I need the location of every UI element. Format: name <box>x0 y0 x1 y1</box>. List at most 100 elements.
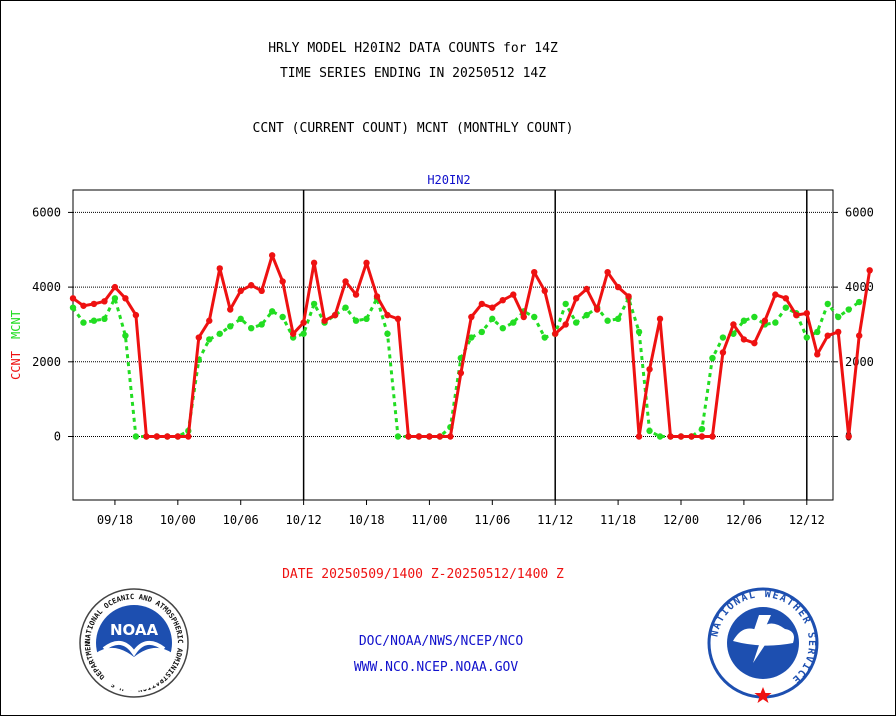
y-tick-label: 6000 <box>32 205 61 219</box>
data-point-ccnt <box>698 433 706 440</box>
data-point-mcnt <box>656 433 664 440</box>
data-point-ccnt <box>164 433 171 440</box>
data-point-ccnt <box>111 283 119 291</box>
data-point-ccnt <box>866 267 873 274</box>
data-point-ccnt <box>206 317 213 324</box>
data-point-ccnt <box>457 369 465 377</box>
data-point-ccnt <box>331 311 339 319</box>
data-point-mcnt <box>583 311 590 319</box>
data-point-ccnt <box>426 433 433 440</box>
data-point-ccnt <box>499 296 506 304</box>
data-point-mcnt <box>111 295 119 302</box>
data-point-mcnt <box>227 323 234 330</box>
data-point-ccnt <box>321 317 328 324</box>
data-point-ccnt <box>688 433 695 440</box>
x-tick-label: 09/18 <box>97 513 133 527</box>
data-point-ccnt <box>195 334 202 341</box>
data-point-ccnt <box>310 259 318 267</box>
data-point-ccnt <box>122 295 129 302</box>
nws-logo: NATIONAL WEATHER SERVICE <box>707 587 819 703</box>
data-point-ccnt <box>300 319 307 326</box>
data-point-mcnt <box>803 334 810 341</box>
series-layer <box>69 252 873 440</box>
x-tick-label: 11/06 <box>474 513 510 527</box>
data-point-ccnt <box>772 291 779 298</box>
data-point-ccnt <box>835 328 842 336</box>
y-tick-label: 4000 <box>32 280 61 294</box>
data-point-ccnt <box>185 433 192 440</box>
data-point-ccnt <box>227 306 234 313</box>
y-tick-label-right: 4000 <box>845 280 874 294</box>
nws-lightning-icon <box>751 615 773 663</box>
data-point-ccnt <box>845 433 852 440</box>
data-point-mcnt <box>300 330 307 337</box>
data-point-ccnt <box>541 287 548 295</box>
data-point-ccnt <box>468 313 475 321</box>
chart-title-line2: TIME SERIES ENDING IN 20250512 14Z <box>280 66 546 81</box>
data-point-mcnt <box>751 313 758 321</box>
data-point-ccnt <box>289 330 297 337</box>
data-point-ccnt <box>751 339 758 347</box>
data-point-ccnt <box>447 433 454 440</box>
data-point-ccnt <box>279 278 286 285</box>
data-point-mcnt <box>562 300 569 308</box>
data-point-mcnt <box>310 300 318 308</box>
data-point-mcnt <box>572 319 580 326</box>
data-point-ccnt <box>520 313 527 321</box>
series-line-ccnt <box>72 253 872 438</box>
data-point-mcnt <box>835 313 842 321</box>
y-axis-label-mcnt: MCNT <box>9 310 23 339</box>
x-tick-label: 12/00 <box>663 513 699 527</box>
x-tick-label: 10/06 <box>223 513 259 527</box>
data-point-ccnt <box>646 366 653 373</box>
data-point-ccnt <box>604 268 611 276</box>
data-point-mcnt <box>352 317 360 324</box>
data-point-ccnt <box>730 321 737 328</box>
data-point-ccnt <box>384 311 391 319</box>
y-axis-label-ccnt: CCNT <box>9 351 23 380</box>
y-tick-label: 0 <box>54 430 61 444</box>
data-point-ccnt <box>552 330 559 337</box>
data-point-ccnt <box>478 300 486 308</box>
data-point-mcnt <box>510 319 517 326</box>
data-point-mcnt <box>394 433 402 440</box>
data-point-mcnt <box>206 336 213 343</box>
data-point-ccnt <box>614 283 622 291</box>
data-point-ccnt <box>510 291 517 298</box>
x-tick-label: 11/00 <box>411 513 447 527</box>
data-point-ccnt <box>782 295 790 302</box>
data-point-mcnt <box>824 300 831 308</box>
data-point-mcnt <box>740 317 748 324</box>
data-point-mcnt <box>384 330 391 337</box>
data-point-mcnt <box>216 330 223 337</box>
data-point-mcnt <box>709 354 716 362</box>
data-point-mcnt <box>635 328 643 336</box>
data-point-ccnt <box>363 259 370 267</box>
data-point-ccnt <box>562 321 569 328</box>
data-point-ccnt <box>373 293 381 300</box>
data-point-ccnt <box>856 332 863 339</box>
data-point-mcnt <box>499 324 506 332</box>
x-tick-label: 12/12 <box>789 513 825 527</box>
data-point-mcnt <box>698 425 706 433</box>
data-point-mcnt <box>80 319 87 326</box>
data-point-ccnt <box>740 336 748 343</box>
chart-title-line1: HRLY MODEL H20IN2 DATA COUNTS for 14Z <box>268 41 558 56</box>
data-point-mcnt <box>541 334 548 341</box>
data-point-ccnt <box>824 332 831 339</box>
data-point-ccnt <box>489 304 496 311</box>
data-point-ccnt <box>153 433 161 440</box>
doc-noaa-link[interactable]: DOC/NOAA/NWS/NCEP/NCO <box>359 634 524 649</box>
nco-website-link[interactable]: WWW.NCO.NCEP.NOAA.GOV <box>354 660 519 675</box>
data-point-mcnt <box>248 324 255 332</box>
data-point-ccnt <box>593 306 601 313</box>
y-tick-label-right: 6000 <box>845 205 874 219</box>
panel-title: H20IN2 <box>427 173 470 187</box>
y-axis-label-group: CCNT MCNT <box>9 310 23 380</box>
data-point-ccnt <box>258 287 265 295</box>
chart-subtitle: CCNT (CURRENT COUNT) MCNT (MONTHLY COUNT… <box>253 121 574 136</box>
data-point-ccnt <box>793 311 800 319</box>
data-point-ccnt <box>342 278 349 285</box>
data-point-mcnt <box>122 332 129 339</box>
date-range-label: DATE 20250509/1400 Z-20250512/1400 Z <box>282 567 564 582</box>
